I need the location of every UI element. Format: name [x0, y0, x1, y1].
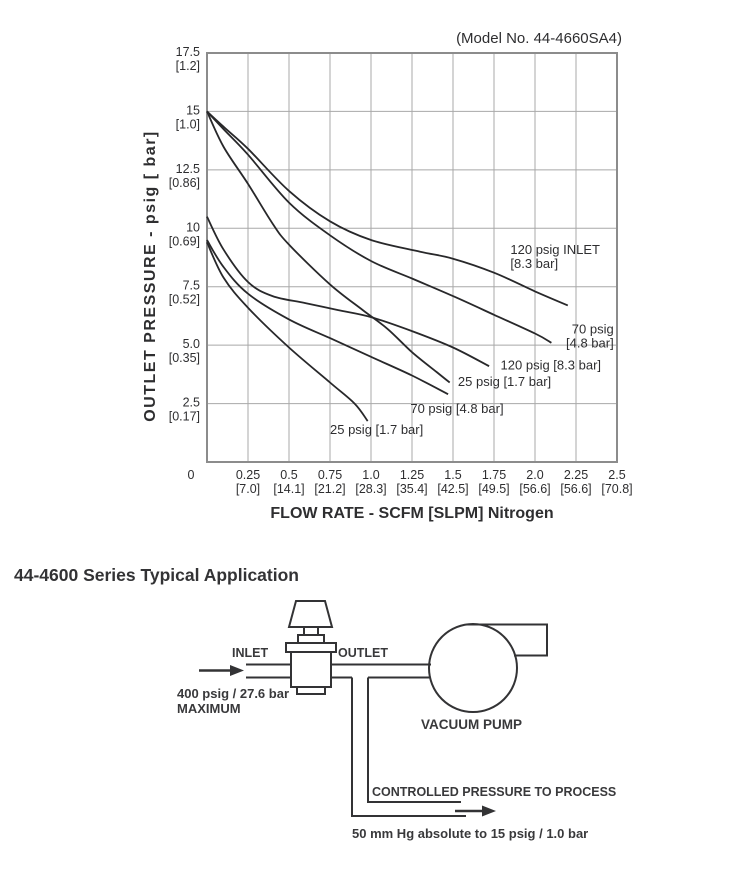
regulator-collar — [297, 634, 325, 644]
regulator-body — [290, 651, 332, 688]
flow-curve-3 — [206, 111, 451, 384]
process-flow-arrow-icon — [455, 805, 496, 817]
x-tick-label: 1.5 [42.5] — [437, 468, 468, 496]
inlet-pipe — [246, 663, 291, 679]
y-tick-label: 7.5 [0.52] — [169, 279, 200, 307]
regulator-bottom-plug — [296, 686, 326, 695]
inlet-flow-arrow-icon — [199, 665, 244, 676]
pressure-range-label: 50 mm Hg absolute to 15 psig / 1.0 bar — [352, 826, 588, 841]
x-tick-label: 2.25 [56.6] — [560, 468, 591, 496]
curve-label-4: 25 psig [1.7 bar] — [458, 374, 551, 389]
outlet-pipe — [331, 663, 431, 679]
model-number-title: (Model No. 44-4660SA4) — [456, 30, 622, 47]
inlet-label: INLET — [232, 646, 268, 660]
regulator-knob — [287, 600, 334, 628]
max-inlet-pressure-value: 400 psig / 27.6 bar — [177, 686, 289, 701]
x-tick-label: 1.0 [28.3] — [355, 468, 386, 496]
curve-label-1: 120 psig INLET [8.3 bar] — [510, 242, 600, 271]
regulator-bonnet-flange — [285, 642, 337, 653]
curve-label-3: 120 psig [8.3 bar] — [501, 358, 601, 373]
flow-curve-2 — [206, 110, 552, 344]
y-tick-label: 5.0 [0.35] — [169, 337, 200, 365]
x-axis-title: FLOW RATE - SCFM [SLPM] Nitrogen — [270, 505, 553, 522]
y-tick-label: 17.5 [1.2] — [176, 45, 200, 73]
max-inlet-pressure-word: MAXIMUM — [177, 701, 241, 716]
plot-border — [206, 52, 618, 463]
curve-label-2: 70 psig [4.8 bar] — [566, 321, 614, 350]
vacuum-pump-label: VACUUM PUMP — [421, 717, 522, 732]
curve-label-6: 25 psig [1.7 bar] — [330, 422, 423, 437]
x-tick-label: 0.25 [7.0] — [236, 468, 260, 496]
x-tick-label: 1.25 [35.4] — [396, 468, 427, 496]
curve-label-5: 70 psig [4.8 bar] — [410, 401, 503, 416]
typical-application-diagram — [199, 600, 548, 817]
x-tick-label: 0.75 [21.2] — [314, 468, 345, 496]
regulator-stem — [303, 626, 319, 636]
y-axis-title: OUTLET PRESSURE - psig [ bar] — [142, 130, 159, 422]
outlet-label: OUTLET — [338, 646, 388, 660]
x-tick-label: 1.75 [49.5] — [478, 468, 509, 496]
x-tick-label: 0.5 [14.1] — [273, 468, 304, 496]
tee-down-pipe — [351, 677, 466, 817]
x-tick-label: 0 — [188, 468, 195, 482]
y-tick-label: 10 [0.69] — [169, 220, 200, 248]
vacuum-pump-discharge — [466, 623, 548, 657]
x-tick-label: 2.0 [56.6] — [519, 468, 550, 496]
x-tick-label: 2.5 [70.8] — [601, 468, 632, 496]
vacuum-pump-housing — [428, 623, 518, 713]
flow-rate-chart: 0 0.25 [7.0] 0.5 [14.1] 0.75 [21.2] 1.0 [28.3] 1.… — [169, 45, 633, 496]
y-tick-label: 15 [1.0] — [176, 103, 200, 131]
y-tick-label: 12.5 [0.86] — [169, 162, 200, 190]
application-heading: 44-4600 Series Typical Application — [14, 565, 299, 585]
flow-curve-5 — [206, 239, 449, 395]
flow-curve-1 — [206, 110, 569, 307]
flow-curve-4 — [206, 216, 490, 367]
y-tick-label: 2.5 [0.17] — [169, 396, 200, 424]
flow-curve-6 — [206, 241, 369, 422]
process-pressure-label: CONTROLLED PRESSURE TO PROCESS — [372, 785, 616, 799]
